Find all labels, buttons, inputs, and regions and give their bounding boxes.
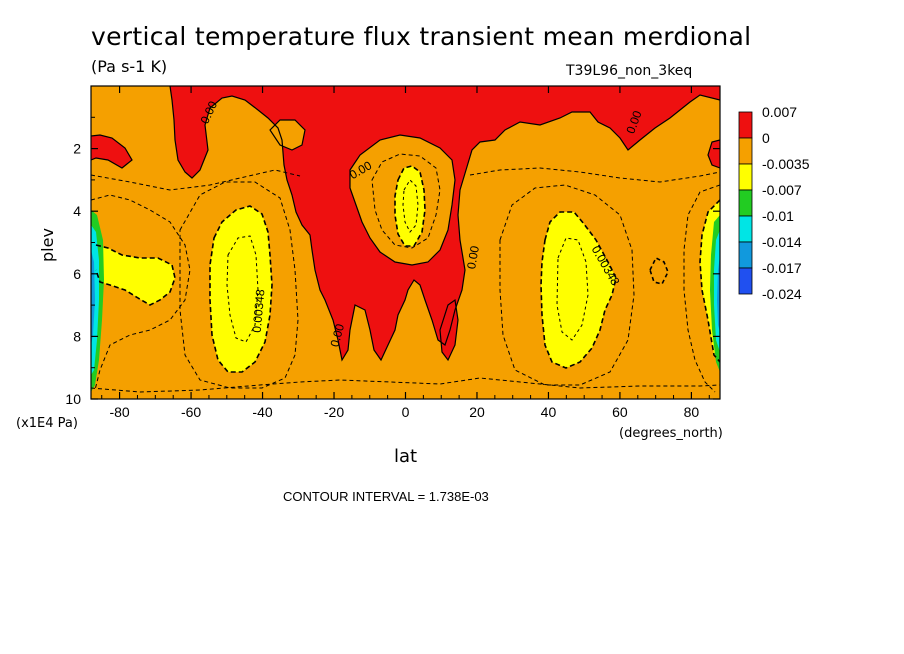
y-tick-label: 4 [73, 203, 81, 219]
legend-swatch [738, 111, 753, 139]
y-tick-label: 10 [65, 391, 81, 407]
x-tick-label: -40 [252, 404, 272, 420]
contour-fill-layer [91, 86, 720, 399]
contour-neg-south-outer [179, 181, 299, 389]
contour-label: 0.00 [328, 322, 348, 348]
contour-neg-south-mid [209, 205, 273, 373]
y-axis: 2 4 6 8 10 [65, 116, 720, 407]
x-tick-label: -60 [181, 404, 201, 420]
contour-line-layer [91, 86, 720, 393]
x-axis: -80 -60 -40 -20 0 20 40 60 80 [101, 86, 710, 420]
y-axis-units: (x1E4 Pa) [16, 416, 78, 431]
contour-equator-inner-3 [402, 179, 419, 233]
legend-level-label: -0.007 [762, 182, 802, 198]
legend-swatch [738, 215, 753, 243]
legend-swatch [738, 267, 753, 295]
contour-zero-lower-strip [439, 298, 459, 362]
contour-zero-main [169, 86, 720, 362]
legend-level-label: -0.024 [762, 286, 802, 302]
contour-equator-inner-1 [371, 153, 441, 249]
x-tick-label: -80 [109, 404, 129, 420]
fill-neg-southern-midlat [210, 206, 272, 372]
contour-upper-dashed-right [469, 167, 720, 183]
legend-swatch [738, 189, 753, 217]
fill-neg-southern-polar [96, 245, 175, 305]
y-tick-label: 6 [73, 266, 81, 282]
y-tick-label: 8 [73, 328, 81, 344]
contour-zero-equator-cell [349, 134, 456, 266]
x-tick-label: -20 [324, 404, 344, 420]
y-axis-label: plev [38, 228, 57, 262]
contour-bottom-lower [91, 377, 720, 393]
x-axis-units: (degrees_north) [619, 426, 723, 441]
contour-zero-left-hole [269, 119, 306, 151]
legend-level-label: -0.017 [762, 260, 802, 276]
x-tick-label: 60 [612, 404, 628, 420]
fill-positive-left-edge [91, 135, 132, 168]
chart-title: vertical temperature flux transient mean… [91, 22, 752, 51]
contour-neg-south-inner [226, 235, 259, 343]
y-tick-label: 2 [73, 141, 81, 157]
experiment-label: T39L96_non_3keq [566, 63, 693, 79]
legend-level-label: 0 [762, 130, 770, 146]
x-axis-label: lat [394, 446, 418, 467]
legend-level-label: -0.01 [762, 208, 794, 224]
legend-swatch [738, 137, 753, 165]
chart-units: (Pa s-1 K) [91, 57, 168, 76]
contour-neg-southpolar-mid [95, 244, 176, 306]
color-legend: 0.007 0 -0.0035 -0.007 -0.01 -0.014 -0.017 -0.0… [738, 104, 810, 302]
legend-level-label: -0.0035 [762, 156, 810, 172]
contour-zero-right-edge [707, 139, 720, 169]
contour-interval-note: CONTOUR INTERVAL = 1.738E-03 [283, 489, 489, 504]
fill-equator-yellow-cell [395, 166, 425, 246]
contour-equator-inner-2 [394, 165, 426, 247]
contour-label: 0.00 [464, 244, 482, 270]
contour-zero-left-edge [91, 134, 133, 169]
fill-neg-northern-midlat [541, 212, 616, 368]
legend-level-label: 0.007 [762, 104, 797, 120]
contour-neg-southpolar-outer [91, 194, 191, 391]
contour-neg-north-outer [499, 184, 635, 386]
x-tick-label: 20 [469, 404, 485, 420]
legend-level-label: -0.014 [762, 234, 802, 250]
x-tick-label: 80 [684, 404, 700, 420]
contour-label: 0.00348 [250, 288, 268, 333]
legend-swatch [738, 241, 753, 269]
contour-neg-north-mid [540, 211, 617, 369]
legend-swatch [738, 163, 753, 191]
contour-neg-northpolar-outer [683, 184, 720, 393]
x-tick-label: 40 [541, 404, 557, 420]
contour-neg-northpolar-mid [699, 199, 720, 363]
x-tick-label: 0 [402, 404, 410, 420]
contour-upper-dashed [91, 169, 301, 191]
